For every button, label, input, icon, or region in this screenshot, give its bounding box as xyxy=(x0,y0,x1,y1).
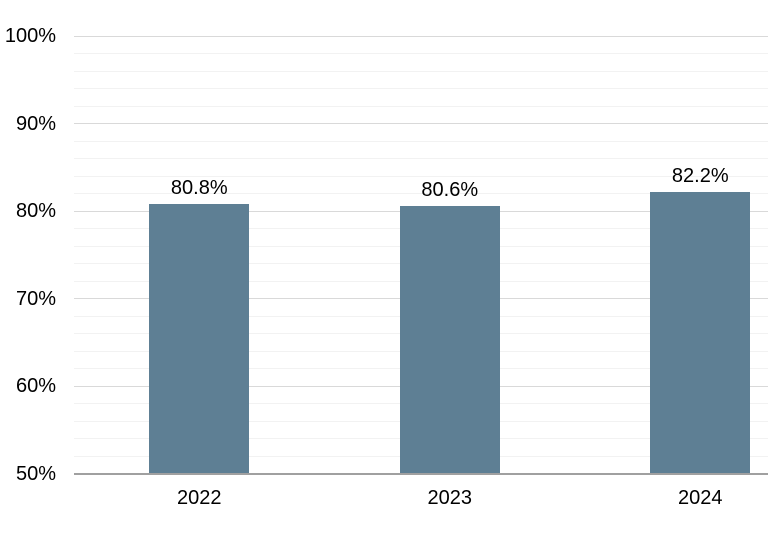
y-tick-label: 50% xyxy=(15,462,56,485)
minor-gridline xyxy=(74,53,768,54)
x-tick-label: 2024 xyxy=(678,487,723,509)
minor-gridline xyxy=(74,193,768,194)
plot-area: 80.8% 80.6% 82.2% xyxy=(74,0,768,540)
minor-gridline xyxy=(74,140,768,142)
x-tick-label: 2023 xyxy=(427,487,473,509)
bar-2024 xyxy=(650,191,751,474)
bar-2023 xyxy=(399,205,500,474)
minor-gridline xyxy=(74,175,768,177)
bar-value-label: 80.8% xyxy=(170,177,228,199)
bar-2022 xyxy=(149,204,250,474)
minor-gridline xyxy=(74,88,768,89)
major-gridline xyxy=(74,35,768,37)
y-tick-label: 90% xyxy=(15,112,56,135)
minor-gridline xyxy=(74,70,768,72)
y-tick-label: 60% xyxy=(15,375,56,397)
bar-value-label: 80.6% xyxy=(421,178,479,201)
y-tick-label: 70% xyxy=(15,287,56,310)
x-axis-line xyxy=(74,472,768,475)
minor-gridline xyxy=(74,158,768,159)
major-gridline xyxy=(74,123,768,124)
y-tick-label: 80% xyxy=(15,200,56,222)
bar-value-label: 82.2% xyxy=(671,164,729,187)
y-tick-label: 100% xyxy=(4,25,56,47)
x-tick-label: 2022 xyxy=(177,487,222,509)
minor-gridline xyxy=(74,105,768,107)
